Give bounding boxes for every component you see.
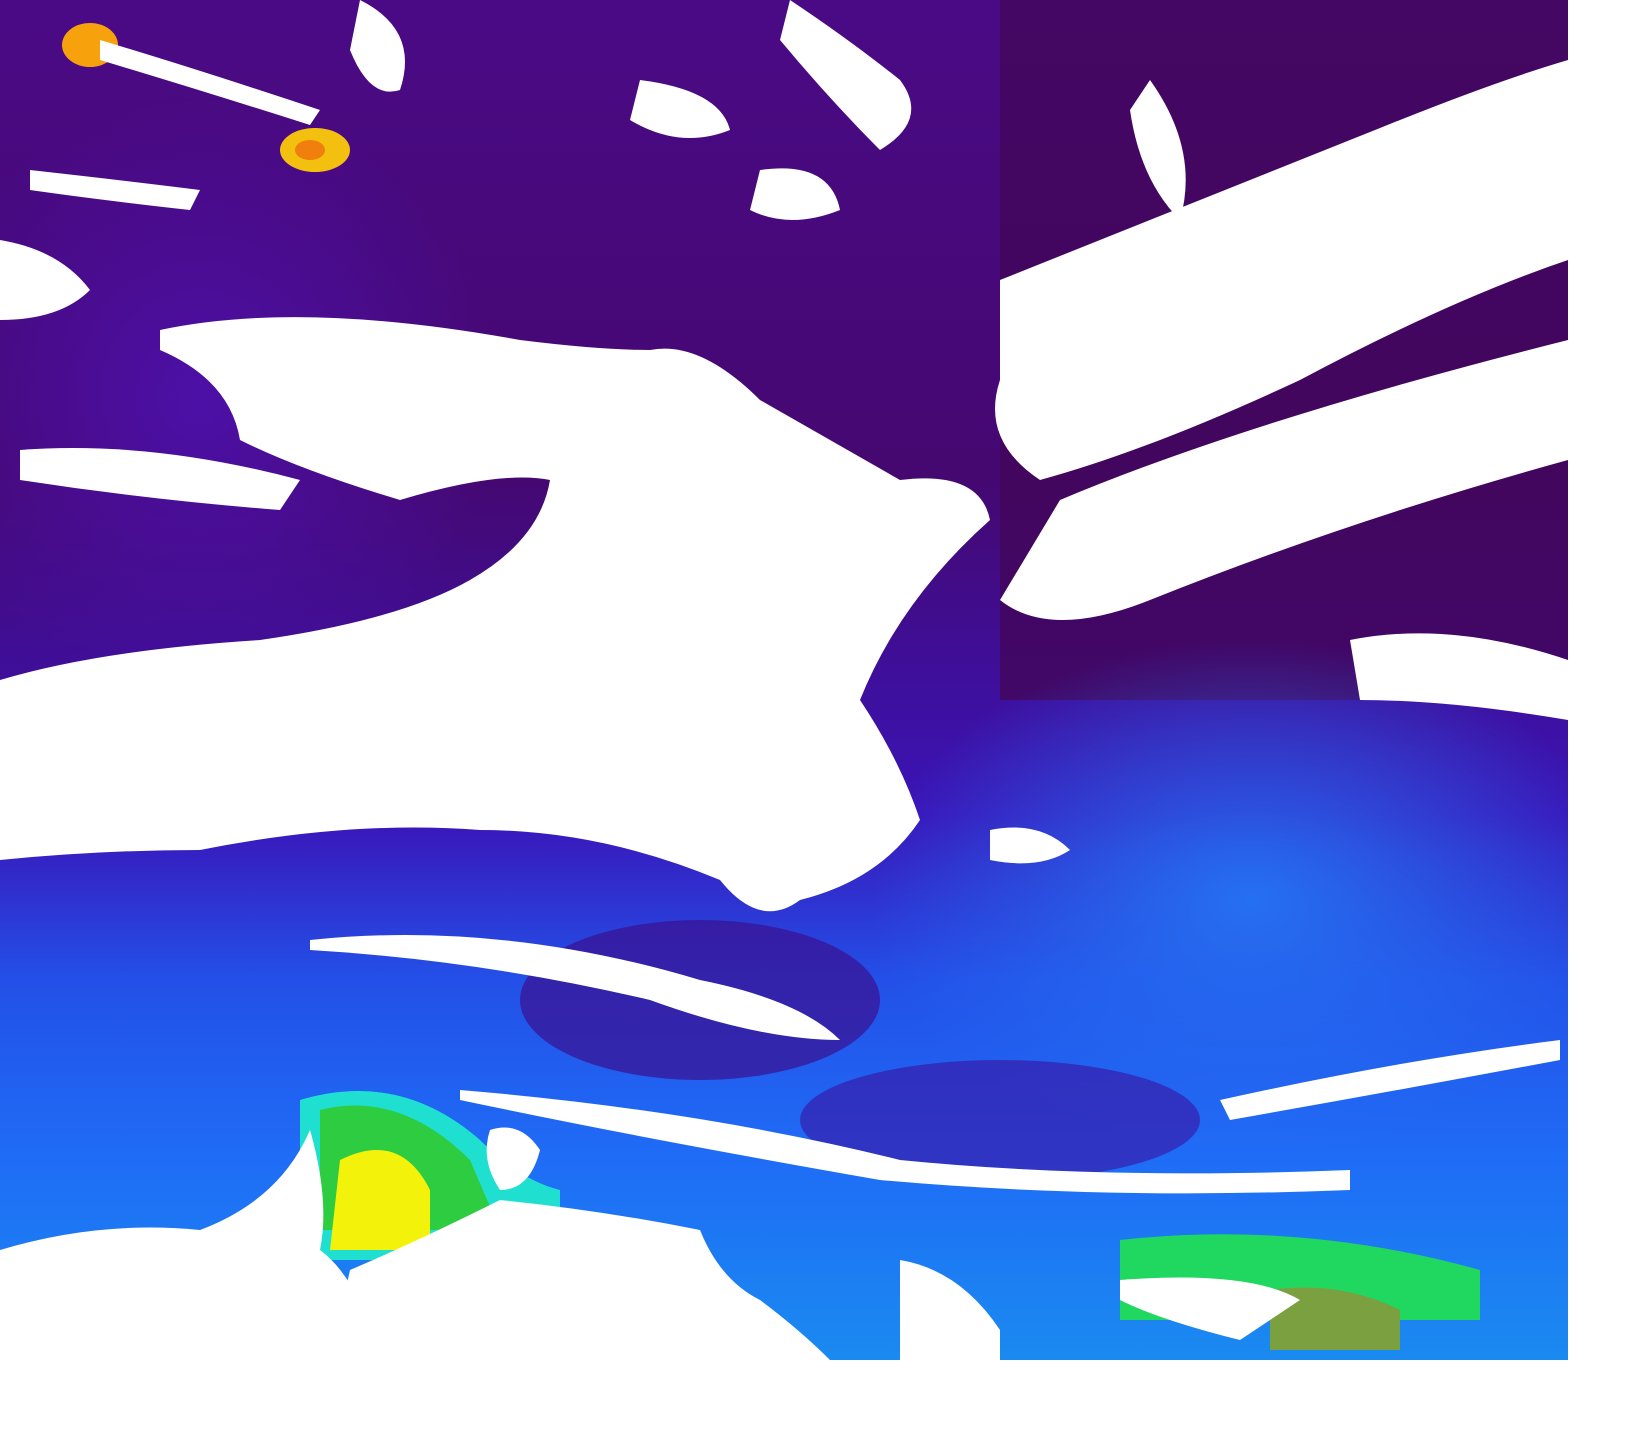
cloud-mask bbox=[1000, 80, 1568, 620]
